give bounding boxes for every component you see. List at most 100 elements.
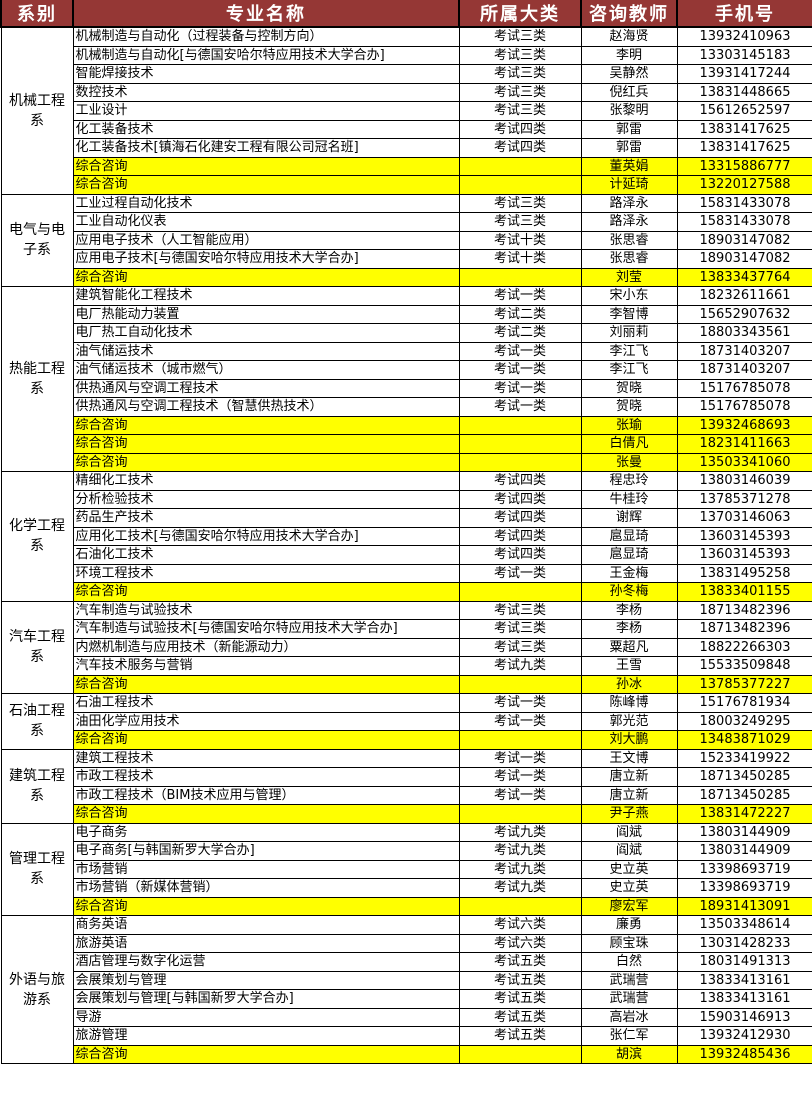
exam-category	[458, 156, 582, 176]
teacher-name: 唐立新	[580, 785, 678, 805]
major-name: 智能焊接技术	[72, 64, 460, 84]
exam-category: 考试五类	[458, 1026, 582, 1046]
teacher-name: 白倩凡	[580, 434, 678, 454]
major-name: 市场营销（新媒体营销）	[72, 878, 460, 898]
table-row: 油田化学应用技术 考试一类 郭光范 18003249295	[1, 711, 812, 731]
teacher-name: 宋小东	[580, 286, 678, 306]
header-major: 专业名称	[72, 0, 460, 28]
exam-category: 考试一类	[458, 711, 582, 731]
header-phone: 手机号	[676, 0, 812, 28]
phone-number: 13483871029	[676, 730, 812, 750]
table-row: 石油化工技术 考试四类 扈显琦 13603145393	[1, 545, 812, 565]
table-row: 汽车工程系 汽车制造与试验技术 考试三类 李杨 18713482396	[0, 600, 812, 694]
exam-category: 考试四类	[458, 119, 582, 139]
major-name: 综合咨询	[72, 434, 460, 454]
major-name: 电厂热能动力装置	[72, 304, 460, 324]
table-row: 综合咨询 白倩凡 18231411663	[1, 434, 812, 454]
major-name: 应用化工技术[与德国安哈尔特应用技术大学合办]	[72, 526, 460, 546]
teacher-name: 史立英	[580, 878, 678, 898]
major-name: 市政工程技术（BIM技术应用与管理）	[72, 785, 460, 805]
phone-number: 13785371278	[676, 489, 812, 509]
phone-number: 18231411663	[676, 434, 812, 454]
teacher-name: 吴静然	[580, 64, 678, 84]
exam-category: 考试一类	[458, 286, 582, 306]
teacher-name: 李杨	[580, 619, 678, 639]
phone-number: 13503348614	[676, 915, 812, 935]
phone-number: 15533509848	[676, 656, 812, 676]
exam-category: 考试三类	[458, 619, 582, 639]
major-name: 建筑智能化工程技术	[72, 286, 460, 306]
exam-category	[458, 175, 582, 195]
exam-category: 考试三类	[458, 45, 582, 65]
phone-number: 13831448665	[676, 82, 812, 102]
table-row: 化学工程系 精细化工技术 考试四类 程忠玲 13803146039	[0, 471, 812, 602]
teacher-name: 孙冰	[580, 674, 678, 694]
table-row: 应用电子技术[与德国安哈尔特应用技术大学合办] 考试十类 张思睿 1890314708…	[1, 249, 812, 269]
header-category: 所属大类	[458, 0, 582, 28]
phone-number: 13833437764	[676, 267, 812, 287]
phone-number: 13398693719	[676, 859, 812, 879]
teacher-name: 廖宏军	[580, 896, 678, 916]
exam-category	[458, 1044, 582, 1064]
department-name: 外语与旅游系	[0, 915, 74, 1064]
major-name: 汽车制造与试验技术	[72, 600, 460, 620]
phone-number: 13785377227	[676, 674, 812, 694]
table-row: 油气储运技术（城市燃气） 考试一类 李江飞 18731403207	[1, 360, 812, 380]
table-row: 建筑工程系 建筑工程技术 考试一类 王文博 15233419922	[0, 748, 812, 824]
exam-category: 考试九类	[458, 841, 582, 861]
header-teacher: 咨询教师	[580, 0, 678, 28]
teacher-name: 贺晓	[580, 397, 678, 417]
table-row: 会展策划与管理[与韩国新罗大学合办] 考试五类 武瑞营 13833413161	[1, 989, 812, 1009]
contact-table: 系别 专业名称 所属大类 咨询教师 手机号 机械工程系 机械制造与自动化（过程装备…	[0, 0, 812, 1064]
teacher-name: 郭雷	[580, 138, 678, 158]
teacher-name: 李江飞	[580, 360, 678, 380]
phone-number: 15176785078	[676, 378, 812, 398]
major-name: 化工装备技术[镇海石化建安工程有限公司冠名班]	[72, 138, 460, 158]
teacher-name: 胡滨	[580, 1044, 678, 1064]
teacher-name: 倪红兵	[580, 82, 678, 102]
table-row: 化工装备技术[镇海石化建安工程有限公司冠名班] 考试四类 郭雷 13831417625	[1, 138, 812, 158]
phone-number: 15612652597	[676, 101, 812, 121]
phone-number: 18713482396	[676, 619, 812, 639]
major-name: 分析检验技术	[72, 489, 460, 509]
major-name: 电厂热工自动化技术	[72, 323, 460, 343]
exam-category: 考试四类	[458, 545, 582, 565]
major-name: 精细化工技术	[72, 471, 460, 491]
phone-number: 18931413091	[676, 896, 812, 916]
teacher-name: 孙冬梅	[580, 582, 678, 602]
phone-number: 13831472227	[676, 804, 812, 824]
table-row: 电厂热工自动化技术 考试二类 刘丽莉 18803343561	[1, 323, 812, 343]
teacher-name: 张思睿	[580, 249, 678, 269]
exam-category	[458, 804, 582, 824]
exam-category: 考试四类	[458, 138, 582, 158]
major-name: 综合咨询	[72, 156, 460, 176]
table-row: 管理工程系 电子商务 考试九类 阎斌 13803144909	[0, 822, 812, 916]
exam-category: 考试五类	[458, 1007, 582, 1027]
phone-number: 15176785078	[676, 397, 812, 417]
teacher-name: 谢辉	[580, 508, 678, 528]
teacher-name: 张瑜	[580, 415, 678, 435]
phone-number: 18713450285	[676, 767, 812, 787]
phone-number: 15831433078	[676, 193, 812, 213]
teacher-name: 赵海贤	[580, 26, 678, 47]
phone-number: 13831417625	[676, 138, 812, 158]
exam-category: 考试一类	[458, 397, 582, 417]
major-name: 应用电子技术[与德国安哈尔特应用技术大学合办]	[72, 249, 460, 269]
major-name: 会展策划与管理	[72, 970, 460, 990]
major-name: 旅游英语	[72, 933, 460, 953]
exam-category: 考试一类	[458, 693, 582, 713]
major-name: 环境工程技术	[72, 563, 460, 583]
table-row: 导游 考试五类 高岩冰 15903146913	[1, 1007, 812, 1027]
teacher-name: 粟超凡	[580, 637, 678, 657]
phone-number: 13703146063	[676, 508, 812, 528]
exam-category	[458, 896, 582, 916]
table-row: 热能工程系 建筑智能化工程技术 考试一类 宋小东 18232611661	[0, 286, 812, 472]
table-row: 油气储运技术 考试一类 李江飞 18731403207	[1, 341, 812, 361]
major-name: 工业过程自动化技术	[72, 193, 460, 213]
major-name: 电子商务	[72, 822, 460, 842]
table-row: 市政工程技术 考试一类 唐立新 18713450285	[1, 767, 812, 787]
major-name: 工业自动化仪表	[72, 212, 460, 232]
phone-number: 18731403207	[676, 360, 812, 380]
exam-category: 考试一类	[458, 563, 582, 583]
major-name: 供热通风与空调工程技术（智慧供热技术）	[72, 397, 460, 417]
